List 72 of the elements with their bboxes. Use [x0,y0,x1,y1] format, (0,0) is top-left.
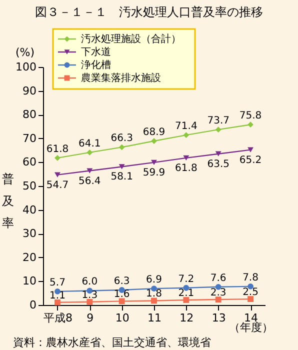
text: 資料：農林水産省、国土交通省、環境省 [13,336,211,349]
y-tick-label: 60 [22,156,36,169]
data-label: 66.3 [110,133,133,144]
y-tick-label: 70 [22,132,36,145]
legend-label: 下水道 [81,46,111,58]
data-label: 61.8 [46,144,69,155]
point [183,297,190,303]
chart-title: 図３－１－１ 汚水処理人口普及率の推移 [35,5,263,19]
x-tick-label: 11 [148,312,162,324]
data-label: 6.0 [82,276,98,288]
point [54,299,60,306]
point [215,126,222,133]
data-label: 1.8 [146,288,162,300]
data-label: 1.1 [50,290,66,302]
point [86,298,93,305]
point [151,160,157,165]
y-tick-label: 40 [22,203,36,216]
y-tick-label: 30 [22,227,36,240]
point [54,172,60,178]
data-label: 2.5 [242,287,258,298]
data-label: 7.6 [210,272,226,284]
data-label: 71.4 [175,121,198,132]
data-label: 65.2 [239,154,262,166]
data-label: 54.7 [46,180,69,191]
data-label: 56.4 [78,176,101,187]
data-label: 75.8 [239,110,262,122]
point [118,298,125,304]
legend-label: 農業集落排水施設 [81,72,161,84]
legend-label: 浄化槽 [81,59,111,71]
point [248,296,254,302]
y-tick-label: 20 [22,250,36,264]
data-label: 1.6 [114,289,130,300]
data-label: 59.9 [142,167,166,178]
y-tick-label: 50 [22,180,36,192]
y-tick-label: 0 [30,298,36,312]
data-label: 7.2 [178,274,194,285]
legend-label: 汚水処理施設（合計） [81,33,181,45]
point [151,298,157,304]
data-label: 2.1 [178,288,194,299]
point [118,144,125,150]
data-label: 68.9 [142,127,166,138]
x-tick-label: 平成8 [43,312,72,324]
x-tick-label: 13 [212,312,226,324]
point [86,149,93,156]
point [215,296,222,302]
data-label: 1.3 [82,290,98,301]
data-label: 58.1 [110,172,133,183]
data-label: 5.7 [50,277,66,288]
y-tick-label: 100 [16,60,36,74]
y-tick-label: 90 [22,84,36,98]
data-label: 7.8 [242,272,258,284]
data-label: 6.9 [146,274,162,286]
point [86,168,93,174]
point [54,154,60,161]
point [183,155,190,160]
point [215,151,222,156]
text: (%) [15,46,35,59]
y-tick-label: 10 [22,274,36,288]
x-tick-label: 12 [180,312,194,324]
data-label: 61.8 [175,162,198,174]
data-label: 64.1 [78,138,101,150]
data-label: 73.7 [207,116,230,127]
y-tick-label: 80 [22,108,36,122]
x-tick-label: 10 [115,312,130,324]
point [248,122,254,128]
data-label: 6.3 [114,276,130,288]
y-axis-title: 普及率 [2,172,14,230]
x-tick-label: 9 [86,312,94,324]
data-label: 2.3 [210,288,226,299]
point [118,164,125,170]
data-label: 63.5 [207,158,230,170]
point [183,132,190,138]
